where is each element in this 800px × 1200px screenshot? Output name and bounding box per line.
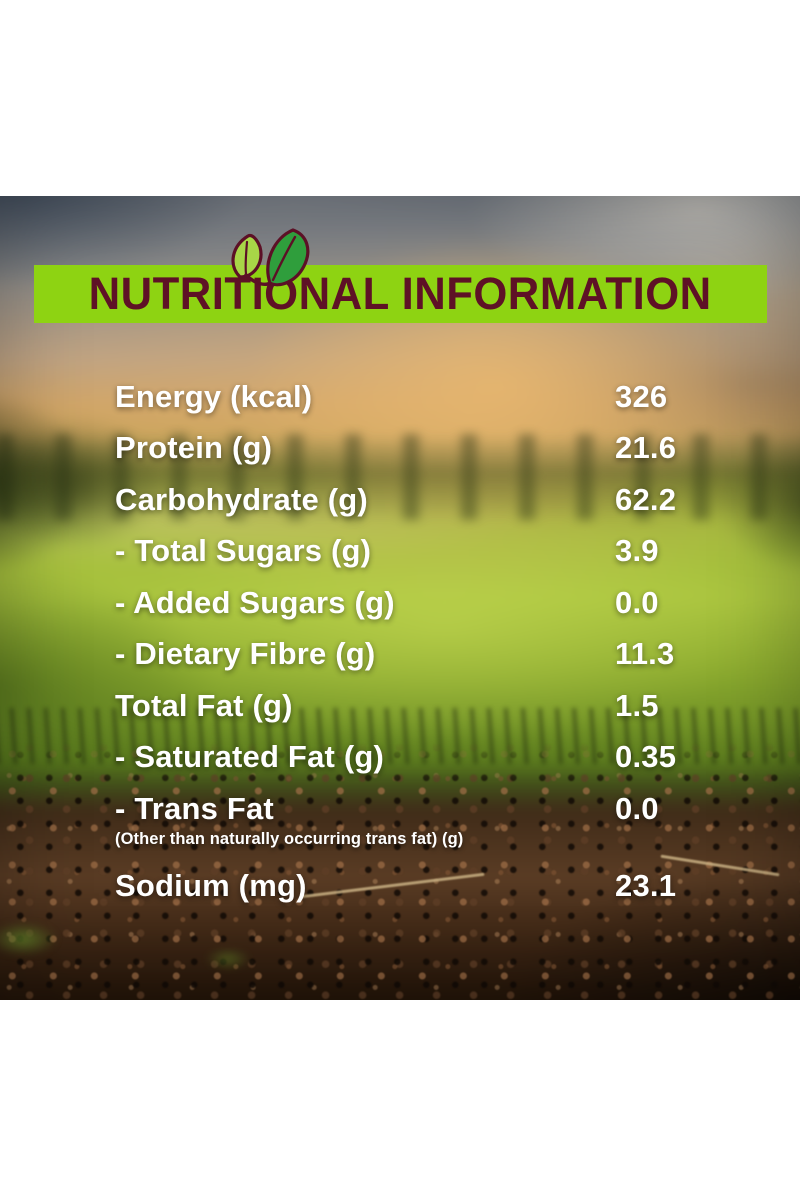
nutrient-value: 23.1 (615, 868, 677, 904)
soil-texture (0, 741, 800, 1000)
table-row: Total Fat (g) 1.5 (115, 680, 765, 732)
nutrient-label: Total Fat (g) (115, 687, 293, 723)
table-row: - Trans Fat 0.0 (115, 783, 765, 835)
nutrient-value: 11.3 (615, 636, 675, 672)
tree-line-silhouette (0, 434, 800, 520)
nutrient-label: Energy (kcal) (115, 378, 313, 414)
nutrient-value: 1.5 (615, 687, 659, 723)
table-row: - Dietary Fibre (g) 11.3 (115, 629, 765, 681)
table-row: - Total Sugars (g) 3.9 (115, 526, 765, 578)
nutrient-label: Sodium (mg) (115, 868, 307, 904)
nutrient-label: - Added Sugars (g) (115, 584, 395, 620)
page-title: NUTRITIONAL INFORMATION (88, 268, 713, 319)
trans-fat-footnote: (Other than naturally occurring trans fa… (115, 830, 464, 848)
nutrient-label: Carbohydrate (g) (115, 481, 368, 517)
table-row: Protein (g) 21.6 (115, 423, 765, 475)
table-row: - Added Sugars (g) 0.0 (115, 577, 765, 629)
leaves-icon (231, 228, 310, 287)
nutrient-value: 0.35 (615, 739, 677, 775)
nutrient-value: 0.0 (615, 584, 659, 620)
nutrition-table: Energy (kcal) 326 Protein (g) 21.6 Carbo… (115, 371, 765, 912)
nutrient-value: 21.6 (615, 430, 677, 466)
title-banner: NUTRITIONAL INFORMATION (34, 265, 767, 323)
table-row: - Saturated Fat (g) 0.35 (115, 732, 765, 784)
nutrient-label: - Trans Fat (115, 790, 274, 826)
table-row: Carbohydrate (g) 62.2 (115, 474, 765, 526)
nutrient-value: 3.9 (615, 533, 659, 569)
grass-tuft (0, 922, 58, 956)
nutrient-label: - Dietary Fibre (g) (115, 636, 376, 672)
table-row: Energy (kcal) 326 (115, 371, 765, 423)
nutrient-label: - Saturated Fat (g) (115, 739, 385, 775)
nutrient-label: - Total Sugars (g) (115, 533, 372, 569)
table-row: Sodium (mg) 23.1 (115, 861, 765, 913)
grass-tuft (205, 948, 251, 970)
nutrient-label: Protein (g) (115, 430, 273, 466)
farm-field-photo (0, 196, 800, 1000)
nutrient-value: 326 (615, 378, 668, 414)
nutrient-value: 62.2 (615, 481, 677, 517)
nutrient-value: 0.0 (615, 790, 659, 826)
